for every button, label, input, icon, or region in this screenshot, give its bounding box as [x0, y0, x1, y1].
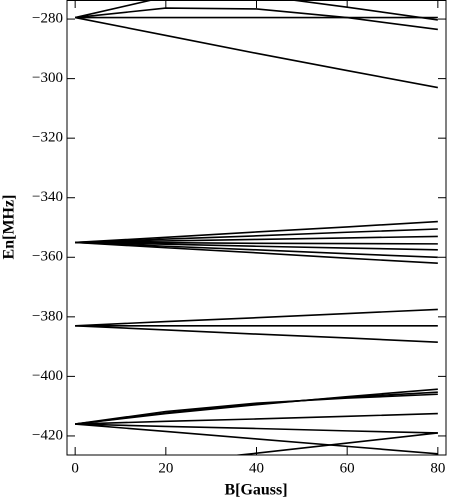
energy-line — [75, 393, 438, 425]
energy-line — [75, 241, 438, 259]
energy-line — [75, 241, 438, 251]
energy-line — [75, 16, 438, 89]
energy-line — [75, 391, 438, 425]
y-tick-label: −420 — [32, 427, 63, 443]
y-tick-label: −380 — [32, 308, 63, 324]
plot-frame — [66, 0, 447, 456]
energy-line — [75, 241, 438, 265]
energy-line — [75, 412, 438, 425]
energy-line — [75, 220, 438, 244]
y-tick-label: −360 — [32, 249, 63, 265]
y-axis-title: En[MHz] — [1, 195, 18, 260]
energy-line — [75, 235, 438, 244]
x-tick-label: 0 — [71, 460, 79, 476]
x-tick-label: 20 — [158, 460, 173, 476]
energy-line — [75, 7, 438, 31]
y-tick-label: −300 — [32, 70, 63, 86]
energy-line — [75, 423, 438, 434]
x-tick-label: 40 — [249, 460, 264, 476]
x-tick-label: 80 — [430, 460, 445, 476]
x-axis-title: B[Gauss] — [224, 482, 287, 499]
energy-line — [75, 228, 438, 244]
x-tick-label: 60 — [340, 460, 355, 476]
y-tick-label: −340 — [32, 189, 63, 205]
energy-line — [75, 324, 438, 343]
lines — [74, 0, 438, 455]
energy-line — [75, 308, 438, 327]
energy-line — [75, 241, 438, 245]
y-tick-label: −280 — [32, 10, 63, 26]
y-tick-label: −400 — [32, 368, 63, 384]
energy-line — [75, 423, 438, 455]
energy-line — [74, 0, 438, 21]
y-tick-label: −320 — [32, 130, 63, 146]
